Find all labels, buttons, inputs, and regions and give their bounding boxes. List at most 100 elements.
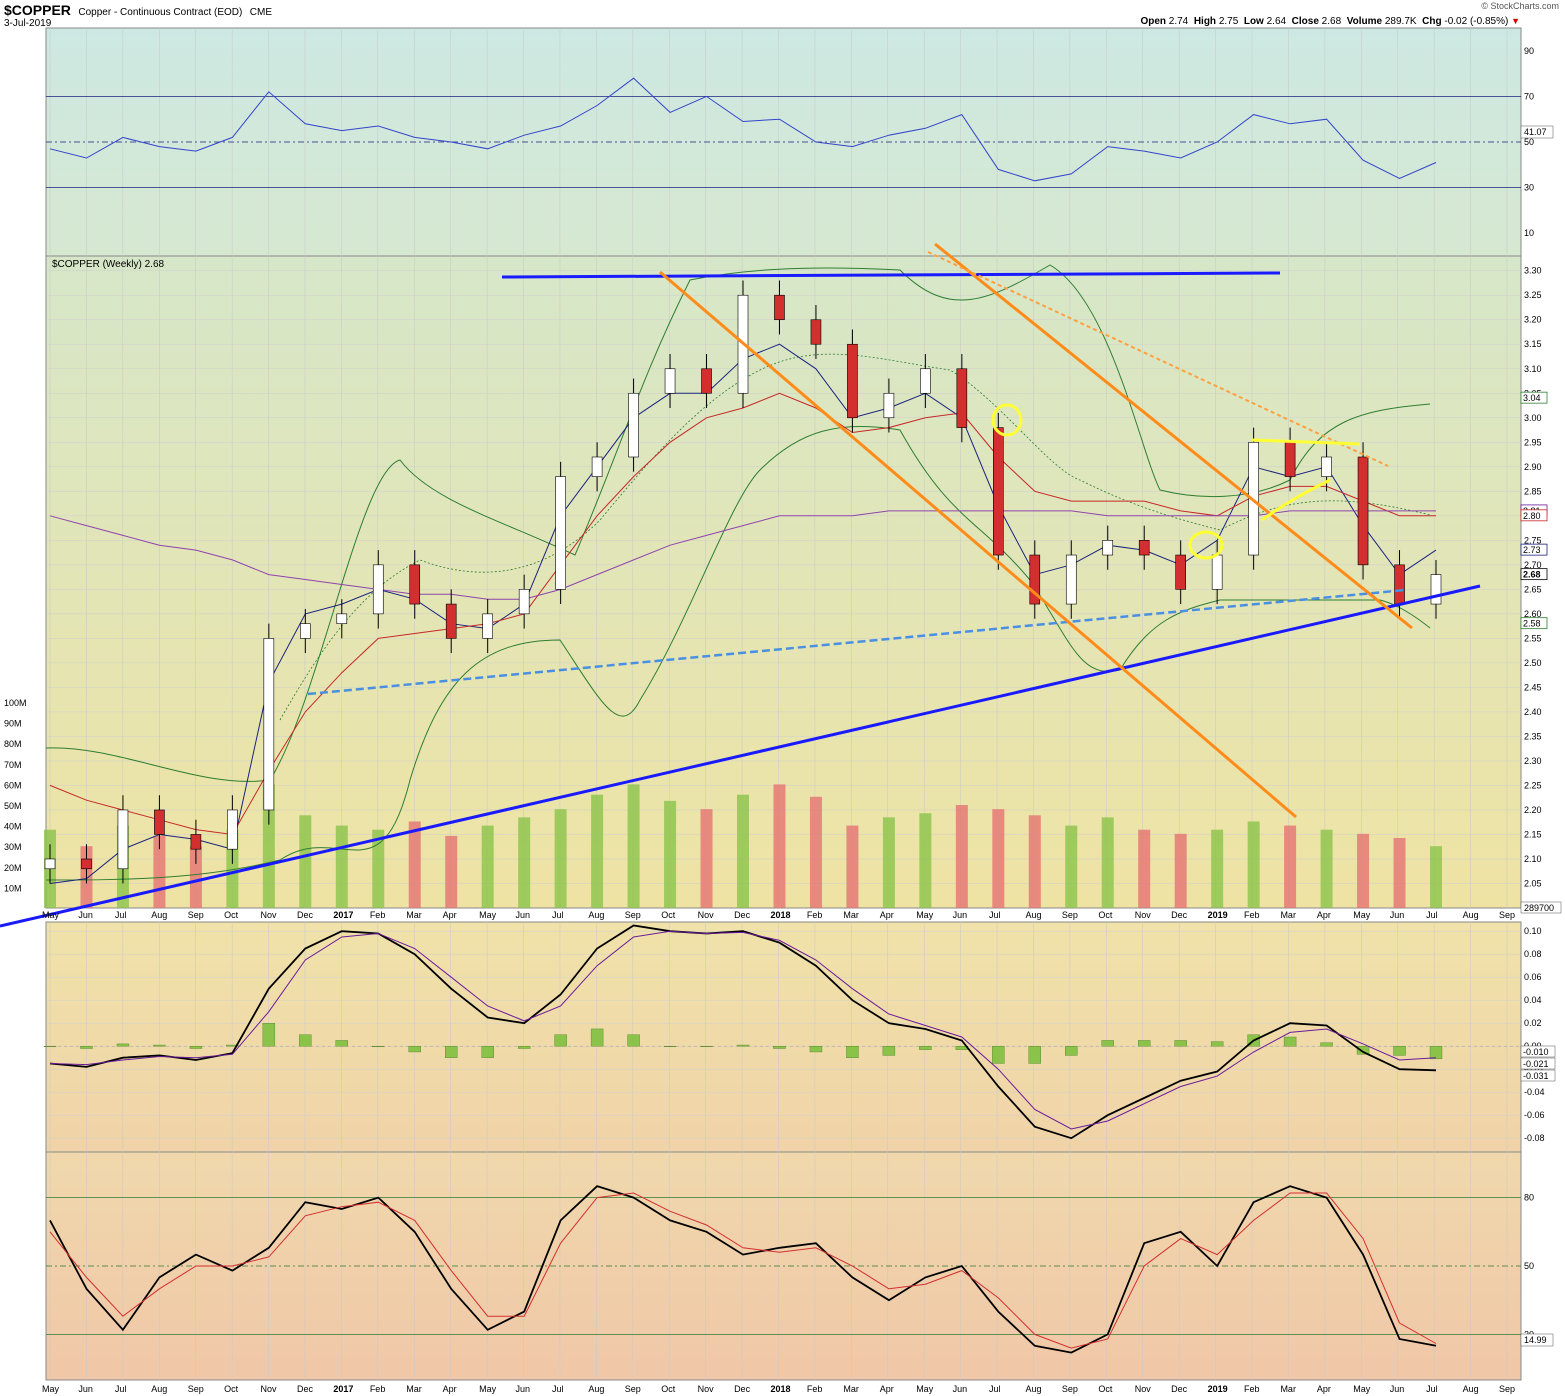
x-axis-label: Jun xyxy=(516,1384,531,1394)
x-axis-label: 2019 xyxy=(1208,1384,1228,1394)
price-badge-text: 2.80 xyxy=(1523,511,1541,521)
candle-body xyxy=(1138,540,1150,556)
price-tick-label: 2.05 xyxy=(1524,878,1542,888)
x-axis-label: Nov xyxy=(1135,910,1152,920)
volume-bar xyxy=(627,784,640,908)
candle-body xyxy=(628,392,639,458)
channel-upper-line xyxy=(934,242,1413,630)
ohlc-readout: Open 2.74 High 2.75 Low 2.64 Close 2.68 … xyxy=(1140,16,1520,27)
high-value: 2.75 xyxy=(1218,16,1239,27)
rsi-tick-label: 90 xyxy=(1524,46,1534,56)
macd-histogram-bar xyxy=(262,1023,276,1047)
x-axis-label: Dec xyxy=(297,910,314,920)
price-tick-label: 2.65 xyxy=(1524,584,1542,594)
x-axis-label: Jul xyxy=(989,910,1001,920)
x-axis-label: Aug xyxy=(588,910,604,920)
candle-body xyxy=(409,564,421,605)
candle-body xyxy=(44,858,56,870)
macd-histogram-bar xyxy=(700,1045,713,1047)
x-axis-label: Sep xyxy=(1499,910,1515,920)
open-label: Open xyxy=(1140,16,1166,27)
macd-badges: -0.010 -0.021 -0.031 xyxy=(1520,1045,1556,1082)
volume-bar xyxy=(992,809,1005,908)
volume-bar xyxy=(189,846,202,908)
long-term-support-trendline xyxy=(0,584,1481,928)
price-tick-label: 3.15 xyxy=(1524,339,1542,349)
stochastic-k-line xyxy=(49,1185,1437,1354)
macd-histogram-bar xyxy=(809,1045,823,1053)
macd-histogram-bar xyxy=(1320,1042,1333,1047)
volume-bar xyxy=(1430,846,1442,908)
volume-bar xyxy=(700,809,713,908)
sma-slow-line xyxy=(49,510,1436,600)
x-axis-label: Aug xyxy=(151,910,167,920)
volume-tick-label: 70M xyxy=(4,760,22,770)
highlight-circle-left xyxy=(991,403,1023,437)
x-axis-label: Sep xyxy=(188,910,204,920)
price-badge xyxy=(1520,568,1548,581)
price-tick-label: 2.10 xyxy=(1524,854,1542,864)
candle-body xyxy=(1394,564,1405,605)
price-tick-label: 2.25 xyxy=(1524,780,1542,790)
x-axis-label: Feb xyxy=(807,1384,823,1394)
price-tick-label: 3.30 xyxy=(1524,266,1542,276)
candle-body xyxy=(336,613,348,624)
candle-body xyxy=(1321,456,1332,477)
volume-bar xyxy=(1284,825,1297,908)
x-axis-label: Oct xyxy=(224,910,239,920)
x-axis-label: Aug xyxy=(1025,1384,1041,1394)
rsi-tick-label: 30 xyxy=(1524,183,1534,193)
candle-body xyxy=(1211,554,1223,590)
price-tick-label: 3.00 xyxy=(1524,413,1542,423)
bottom-x-axis-labels: May Jun Jul Aug Sep Oct Nov Dec 2017 Feb Mar Apr May… xyxy=(42,1384,1515,1394)
macd-histogram-bar xyxy=(919,1045,932,1050)
volume-tick-label: 50M xyxy=(4,801,22,811)
candle-body xyxy=(1357,456,1369,566)
macd-histogram-bar xyxy=(1356,1045,1370,1055)
macd-badge-text: -0.031 xyxy=(1523,1071,1549,1081)
volume-axis: 100M 90M 80M 70M 60M 50M 40M 30M 20M 10M xyxy=(4,698,27,893)
x-axis-label: Mar xyxy=(1280,1384,1296,1394)
x-axis-label: Mar xyxy=(1280,910,1296,920)
x-axis-label: Jun xyxy=(1390,1384,1405,1394)
candle-body xyxy=(1430,574,1442,605)
price-tick-label: 2.90 xyxy=(1524,462,1542,472)
price-tick-label: 2.50 xyxy=(1524,658,1542,668)
price-tick-label: 2.30 xyxy=(1524,756,1542,766)
volume-bar xyxy=(1101,817,1114,908)
x-axis-label: Feb xyxy=(370,1384,386,1394)
x-axis-label: Mar xyxy=(843,1384,859,1394)
rsi-axis: 90 70 50 30 10 xyxy=(1524,46,1534,238)
rsi-tick-label: 10 xyxy=(1524,228,1534,238)
x-axis-label: Aug xyxy=(1025,910,1041,920)
candle-body xyxy=(664,368,676,394)
x-axis-label: May xyxy=(42,1384,60,1394)
stochastic-tick-label: 80 xyxy=(1524,1193,1534,1203)
candle-body xyxy=(518,589,530,615)
x-axis-label: Feb xyxy=(807,910,823,920)
macd-histogram-bar xyxy=(1065,1045,1078,1056)
macd-histogram xyxy=(43,1023,1443,1064)
x-axis-label: Apr xyxy=(880,1384,894,1394)
chg-label: Chg xyxy=(1422,16,1442,27)
price-badge-text: 2.68 xyxy=(1523,570,1541,580)
rsi-line xyxy=(49,77,1437,182)
price-badge xyxy=(1520,617,1548,630)
candle-body xyxy=(1284,441,1296,477)
volume-tick-label: 90M xyxy=(4,719,22,729)
x-axis-label: Dec xyxy=(1171,910,1188,920)
volume-bar xyxy=(1357,833,1370,908)
x-axis-label: Aug xyxy=(588,1384,604,1394)
macd-tick-label: -0.04 xyxy=(1524,1087,1545,1097)
x-axis-label: Sep xyxy=(1062,910,1078,920)
macd-line xyxy=(49,924,1437,1140)
candle-body xyxy=(591,456,603,477)
price-badge-text: 3.04 xyxy=(1523,393,1541,403)
candle-body xyxy=(1175,554,1186,590)
chart-gridlines xyxy=(46,28,1521,1380)
x-axis-label: May xyxy=(479,1384,497,1394)
macd-tick-label: 0.10 xyxy=(1524,926,1542,936)
volume-bar xyxy=(737,794,749,908)
macd-tick-label: -0.08 xyxy=(1524,1133,1545,1143)
candle-body xyxy=(227,809,238,850)
